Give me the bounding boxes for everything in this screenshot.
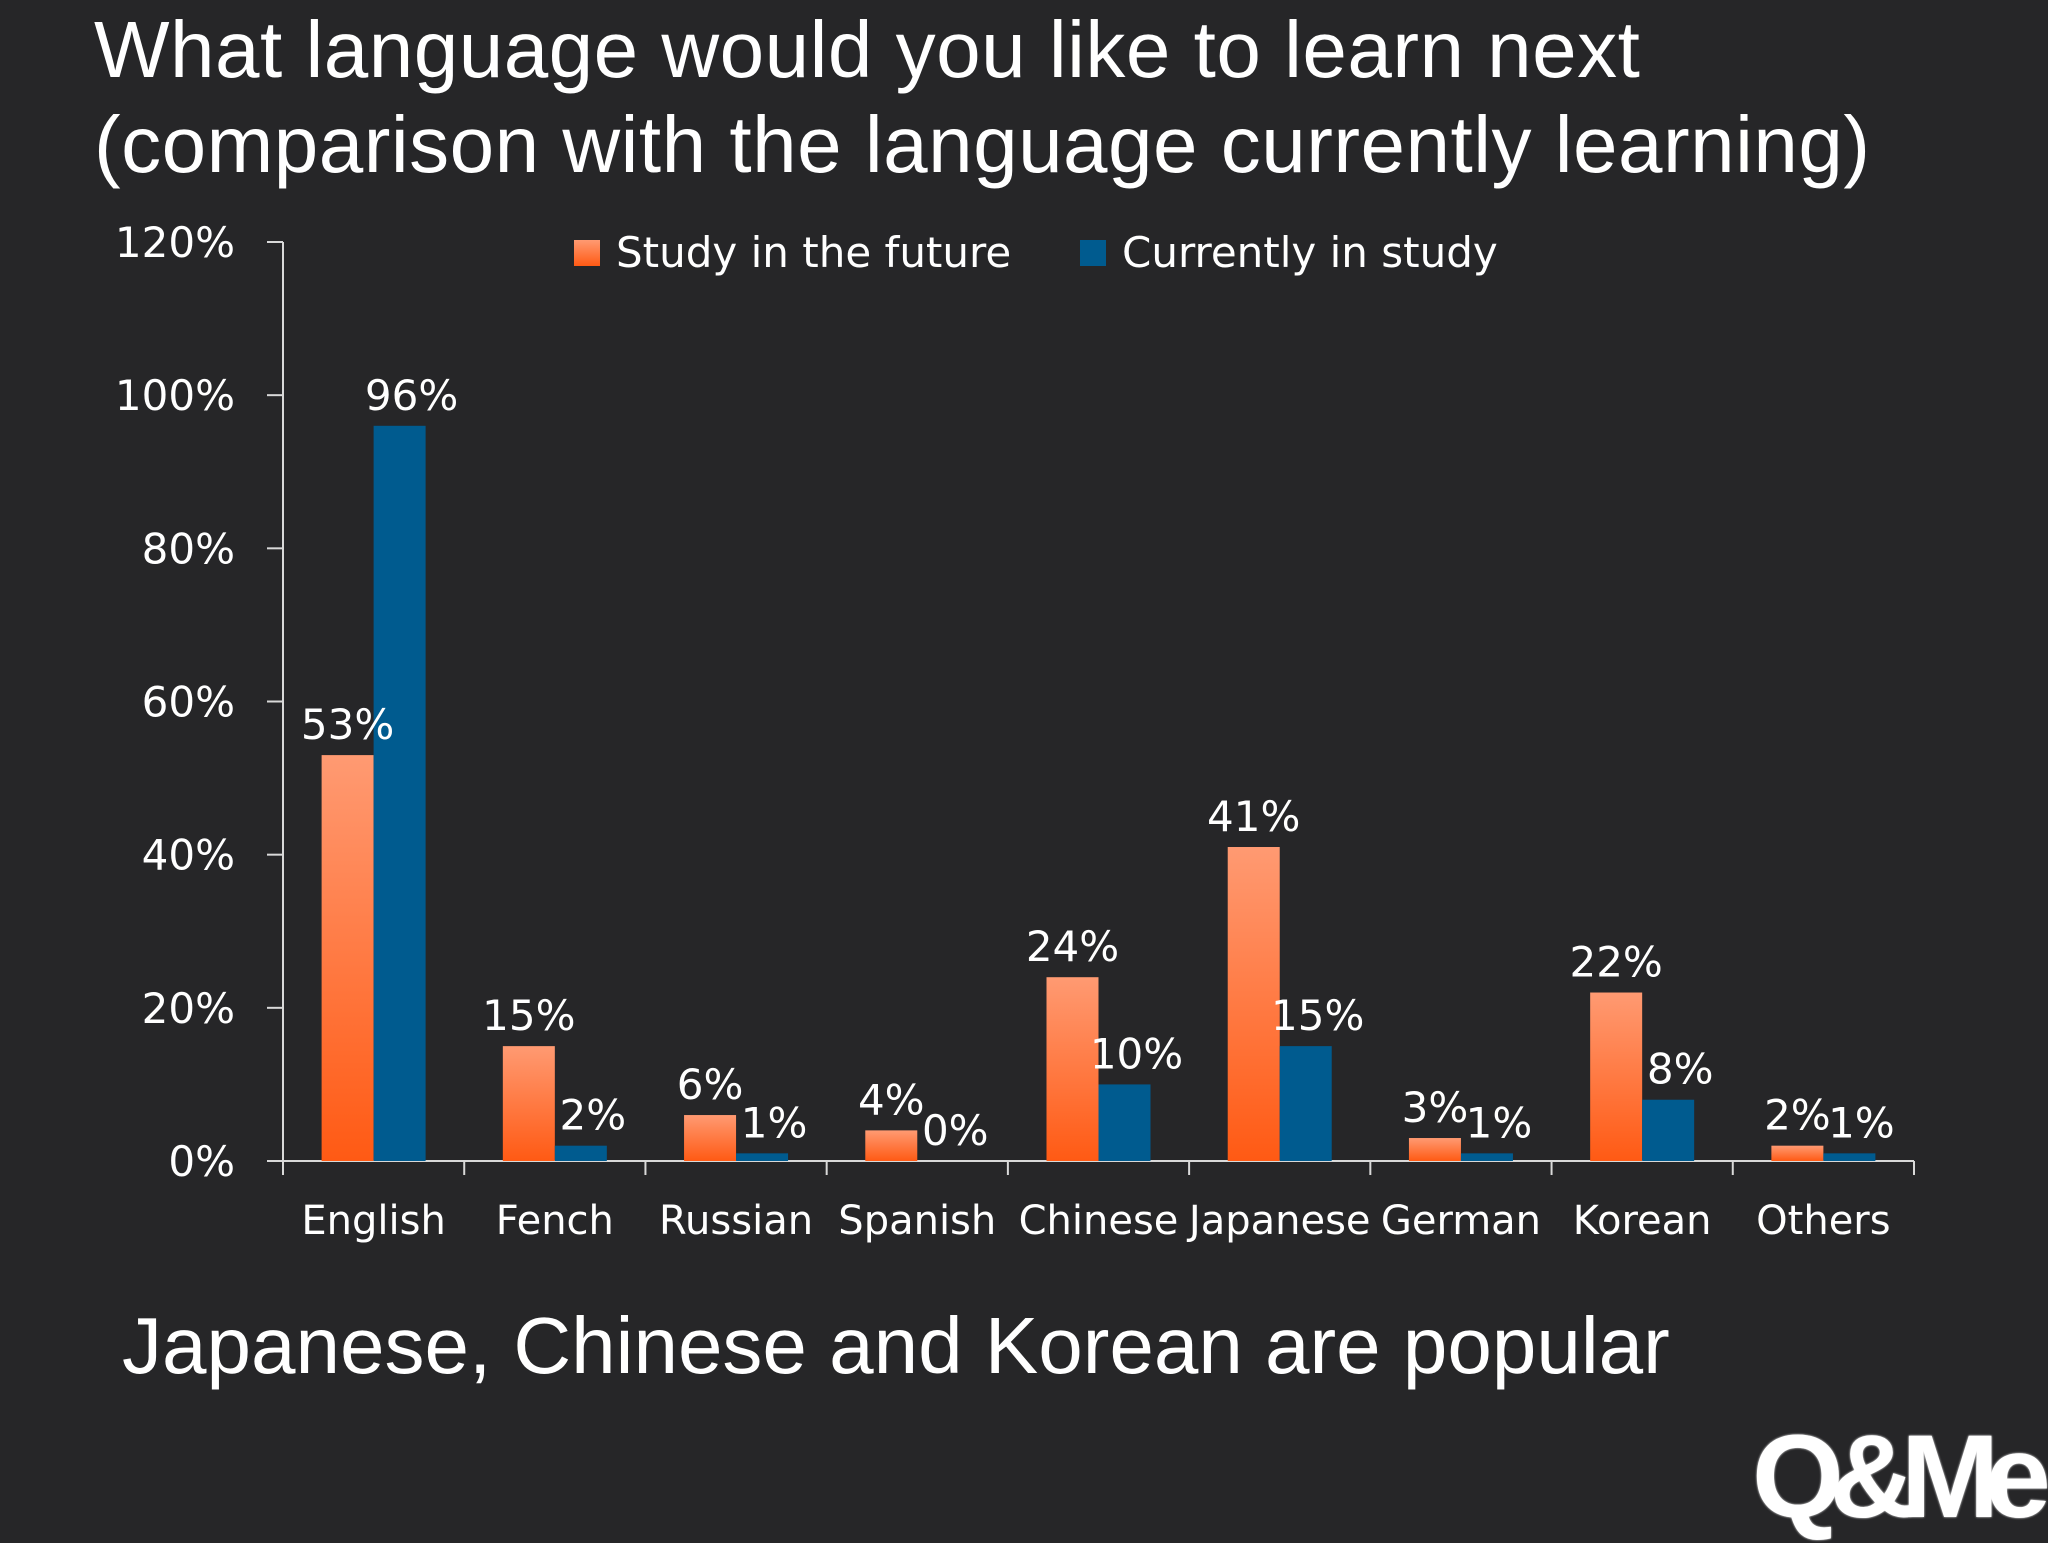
y-tick-label: 100% [115,371,235,420]
chart-axes: 0% 20% 40% 60% 80% 100% 120% English Fench Russia… [115,218,1915,1244]
bar-currently-in-study [1098,1084,1151,1161]
data-label-study-in-the-future: 22% [1569,938,1662,987]
chart-bars [321,425,1876,1161]
bar-study-in-the-future [1590,992,1643,1161]
data-label-currently-in-study: 1% [741,1098,808,1147]
bar-currently-in-study [373,425,426,1161]
bar-study-in-the-future [1227,847,1280,1161]
data-label-currently-in-study: 96% [365,371,458,420]
bar-study-in-the-future [865,1130,918,1161]
bar-currently-in-study [1460,1153,1513,1161]
legend-study-in-the-future-swatch [574,240,600,266]
bar-study-in-the-future [684,1115,737,1161]
x-tick-label: Russian [659,1198,813,1244]
y-tick-label: 20% [142,984,235,1033]
y-tick-label: 0% [168,1137,235,1186]
data-label-study-in-the-future: 24% [1026,922,1119,971]
chart-data-labels: 53%15%6% 4%24%41%3%22%2%96%2% 1% 0%10%15%1%… [301,371,1895,1155]
y-tick-label: 60% [142,678,235,727]
legend-currently-in-study-label: Currently in study [1122,228,1498,277]
data-label-study-in-the-future: 6% [677,1060,744,1109]
data-label-study-in-the-future: 41% [1207,792,1300,841]
data-label-study-in-the-future: 15% [482,991,575,1040]
data-label-currently-in-study: 1% [1828,1098,1895,1147]
legend-currently-in-study-swatch [1080,240,1106,266]
x-tick-label: Spanish [838,1198,996,1244]
data-label-currently-in-study: 10% [1090,1029,1183,1078]
bar-currently-in-study [1642,1099,1695,1161]
data-label-currently-in-study: 1% [1466,1098,1533,1147]
data-label-currently-in-study: 2% [560,1091,627,1140]
chart-legend: Study in the future Currently in study [574,228,1498,277]
bar-study-in-the-future [1046,977,1099,1161]
bar-currently-in-study [736,1153,789,1161]
data-label-study-in-the-future: 4% [858,1075,925,1124]
bar-study-in-the-future [1408,1138,1461,1161]
data-label-currently-in-study: 8% [1647,1045,1714,1094]
x-tick-label: German [1381,1198,1541,1244]
slide-title-line-1: What language would you like to learn ne… [94,5,1641,94]
y-tick-label: 80% [142,524,235,573]
bar-study-in-the-future [502,1046,555,1161]
data-label-currently-in-study: 15% [1271,991,1364,1040]
slide-caption: Japanese, Chinese and Korean are popular [122,1301,1670,1390]
x-tick-label: Korean [1573,1198,1712,1244]
bar-study-in-the-future [1771,1145,1824,1161]
data-label-study-in-the-future: 3% [1402,1083,1469,1132]
x-tick-label: Fench [496,1198,614,1244]
y-tick-label: 40% [142,831,235,880]
data-label-study-in-the-future: 53% [301,700,394,749]
legend-study-in-the-future-label: Study in the future [616,228,1011,277]
bar-study-in-the-future [321,755,374,1161]
qandme-logo: Q&Me [1752,1411,2048,1543]
x-tick-label: Chinese [1019,1198,1179,1244]
bar-currently-in-study [1823,1153,1876,1161]
data-label-currently-in-study: 0% [922,1106,989,1155]
y-tick-label: 120% [115,218,235,267]
bar-currently-in-study [554,1145,607,1161]
bar-currently-in-study [1279,1046,1332,1161]
slide-title: What language would you like to learn ne… [94,2,1871,192]
x-tick-label: English [301,1198,445,1244]
slide-title-line-2: (comparison with the language currently … [94,100,1871,189]
x-tick-label: Japanese [1186,1198,1371,1244]
data-label-study-in-the-future: 2% [1764,1091,1831,1140]
x-tick-label: Others [1756,1198,1890,1244]
